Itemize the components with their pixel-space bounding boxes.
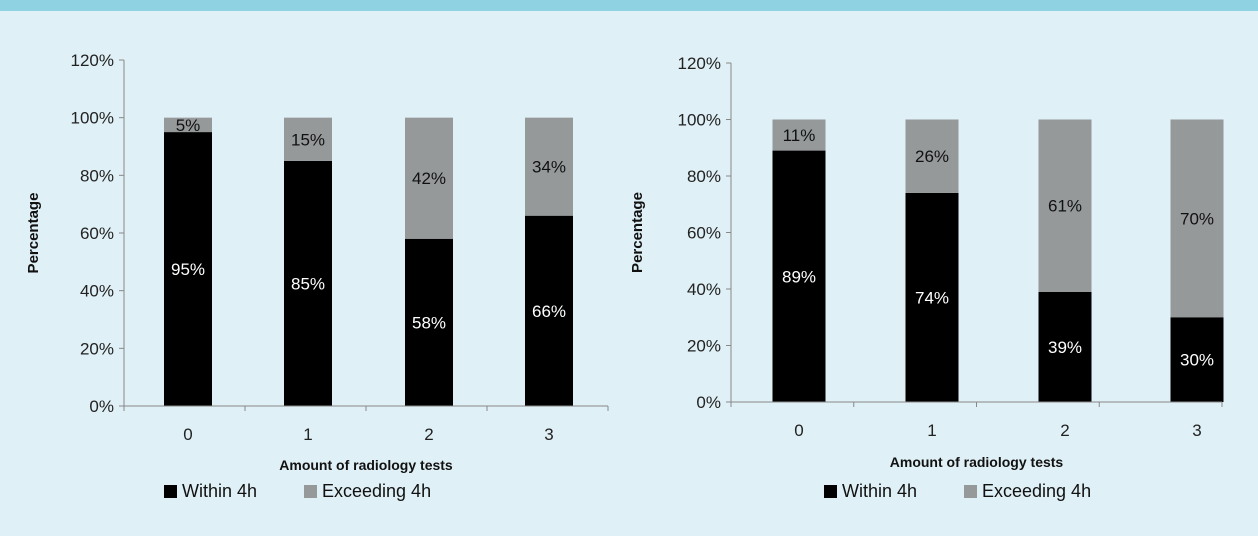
bar-exceeding-0: [772, 119, 826, 151]
bar-exceeding-2: [1038, 119, 1092, 292]
bar-within-2: [405, 238, 453, 406]
data-label-within-0: 95%: [171, 260, 205, 279]
data-label-exceeding-1: 26%: [915, 147, 949, 166]
y-tick-label: 0%: [89, 397, 114, 416]
legend-label-within: Within 4h: [842, 481, 917, 501]
data-label-exceeding-3: 34%: [532, 158, 566, 177]
legend-label-exceeding: Exceeding 4h: [322, 481, 431, 501]
y-tick-label: 40%: [80, 282, 114, 301]
y-tick-label: 100%: [71, 109, 114, 128]
chart-2: 89%11%74%26%39%61%30%70%0%20%40%60%80%10…: [629, 54, 1224, 501]
x-tick-label: 3: [544, 425, 553, 444]
bar-within-1: [905, 192, 959, 402]
y-tick-label: 100%: [678, 111, 721, 130]
bottom-border: [0, 536, 1258, 541]
data-label-exceeding-1: 15%: [291, 130, 325, 149]
bar-exceeding-3: [1170, 119, 1224, 318]
x-tick-label: 1: [927, 421, 936, 440]
y-tick-label: 120%: [71, 51, 114, 70]
y-axis-title: Percentage: [629, 192, 646, 273]
bar-within-3: [525, 215, 573, 406]
y-tick-label: 80%: [80, 166, 114, 185]
legend: Within 4h Exceeding 4h: [824, 481, 1091, 501]
bar-exceeding-0: [164, 117, 212, 133]
top-accent-bar: [0, 0, 1258, 11]
data-label-exceeding-2: 61%: [1048, 197, 1082, 216]
bar-exceeding-1: [905, 119, 959, 193]
y-tick-label: 20%: [687, 337, 721, 356]
bar-within-0: [772, 150, 826, 402]
data-label-within-2: 58%: [412, 313, 446, 332]
legend: Within 4h Exceeding 4h: [164, 481, 431, 501]
bar-within-2: [1038, 291, 1092, 402]
y-tick-label: 120%: [678, 54, 721, 73]
data-label-within-3: 66%: [532, 302, 566, 321]
y-tick-label: 0%: [696, 393, 721, 412]
y-axis-title: Percentage: [25, 193, 42, 274]
x-axis-title: Amount of radiology tests: [279, 457, 453, 473]
y-tick-label: 80%: [687, 167, 721, 186]
x-tick-label: 0: [794, 421, 803, 440]
bar-exceeding-1: [284, 117, 332, 161]
data-label-exceeding-0: 11%: [783, 126, 816, 145]
legend-label-within: Within 4h: [182, 481, 257, 501]
y-tick-label: 60%: [687, 224, 721, 243]
data-label-within-1: 74%: [915, 288, 949, 307]
data-label-within-0: 89%: [782, 267, 816, 286]
x-tick-label: 3: [1192, 421, 1201, 440]
y-tick-label: 40%: [687, 280, 721, 299]
bar-within-1: [284, 160, 332, 406]
bar-within-0: [164, 132, 212, 407]
x-axis-title: Amount of radiology tests: [890, 454, 1064, 470]
chart-1: 95% 5% 85% 15% 58% 42% 66% 34% 0% 20% 40% 60% 80% 100…: [25, 51, 609, 501]
data-label-within-2: 39%: [1048, 338, 1082, 357]
y-tick-label: 20%: [80, 339, 114, 358]
data-label-within-1: 85%: [291, 274, 325, 293]
x-tick-label: 2: [1060, 421, 1069, 440]
bar-exceeding-3: [525, 117, 573, 216]
data-label-exceeding-0: 5%: [176, 116, 201, 135]
legend-swatch-within: [824, 485, 837, 498]
legend-label-exceeding: Exceeding 4h: [982, 481, 1091, 501]
data-label-exceeding-3: 70%: [1180, 209, 1214, 228]
y-tick-label: 60%: [80, 224, 114, 243]
legend-swatch-exceeding: [964, 485, 977, 498]
data-label-exceeding-2: 42%: [412, 169, 446, 188]
data-label-within-3: 30%: [1180, 351, 1214, 370]
x-tick-label: 2: [424, 425, 433, 444]
legend-swatch-exceeding: [304, 485, 317, 498]
bar-within-3: [1170, 317, 1224, 402]
bar-exceeding-2: [405, 117, 453, 239]
legend-swatch-within: [164, 485, 177, 498]
x-tick-label: 1: [303, 425, 312, 444]
x-tick-label: 0: [183, 425, 192, 444]
